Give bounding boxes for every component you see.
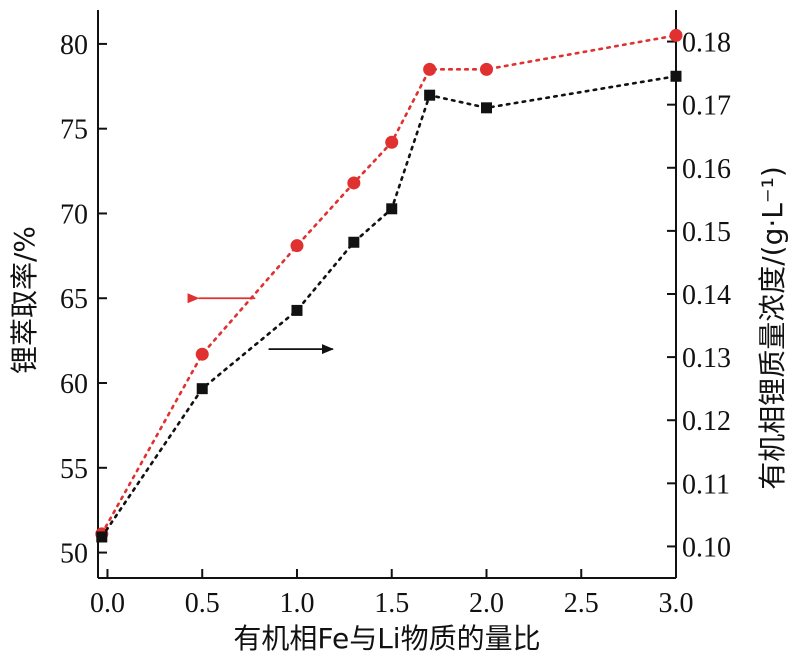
x-axis-ticks: 0.0 0.5 1.0 1.5 2.0 2.5 3.0	[90, 569, 694, 619]
annotation-layer	[187, 293, 334, 355]
data-point-square	[291, 304, 303, 316]
x-tick-label: 0.5	[185, 588, 220, 619]
data-point-circle	[479, 62, 493, 76]
left-y-axis-ticks: 50 55 60 65 70 75 80	[60, 30, 107, 570]
right-y-axis-title: 有机相锂质量浓度/(g·L⁻¹)	[756, 166, 789, 490]
right-y-tick-label: 0.13	[682, 343, 731, 374]
x-tick-label: 2.5	[564, 588, 599, 619]
right-y-tick-label: 0.10	[682, 532, 731, 563]
data-point-circle	[423, 62, 437, 76]
data-point-circle	[290, 239, 304, 253]
x-tick-label: 1.0	[279, 588, 314, 619]
data-point-circle	[347, 176, 361, 190]
right-y-tick-label: 0.16	[682, 154, 731, 185]
left-y-tick-label: 65	[60, 284, 88, 315]
series-layer	[95, 28, 683, 543]
data-point-square	[670, 70, 682, 82]
data-point-square	[424, 89, 436, 101]
data-point-square	[480, 102, 492, 114]
series-right-axis	[96, 70, 682, 543]
left-y-tick-label: 50	[60, 539, 88, 570]
data-point-square	[386, 203, 398, 215]
left-y-tick-label: 70	[60, 199, 88, 230]
right-y-axis-ticks: 0.10 0.11 0.12 0.13 0.14 0.15 0.16 0.17 0.18	[667, 28, 731, 563]
x-tick-label: 3.0	[659, 588, 694, 619]
series-line	[100, 74, 678, 539]
left-y-tick-label: 55	[60, 454, 88, 485]
data-point-circle	[385, 135, 399, 149]
right-y-tick-label: 0.18	[682, 28, 731, 59]
right-y-tick-label: 0.12	[682, 406, 731, 437]
x-axis-title: 有机相Fe与Li物质的量比	[233, 622, 540, 655]
data-point-square	[348, 236, 360, 248]
right-y-tick-label: 0.14	[682, 280, 731, 311]
left-y-tick-label: 75	[60, 115, 88, 146]
data-point-square	[196, 383, 208, 395]
right-y-tick-label: 0.15	[682, 217, 731, 248]
series-line	[100, 34, 678, 536]
right-y-tick-label: 0.11	[682, 469, 730, 500]
series-left-axis	[95, 28, 683, 541]
data-point-circle	[669, 28, 683, 42]
plot-frame	[97, 10, 677, 579]
x-tick-label: 0.0	[90, 588, 125, 619]
left-y-tick-label: 80	[60, 30, 88, 61]
x-tick-label: 1.5	[374, 588, 409, 619]
right-y-tick-label: 0.17	[682, 91, 731, 122]
left-y-tick-label: 60	[60, 369, 88, 400]
data-point-circle	[195, 347, 209, 361]
x-tick-label: 2.0	[469, 588, 504, 619]
left-y-axis-title: 锂萃取率/%	[8, 226, 41, 374]
data-point-square	[96, 531, 108, 543]
